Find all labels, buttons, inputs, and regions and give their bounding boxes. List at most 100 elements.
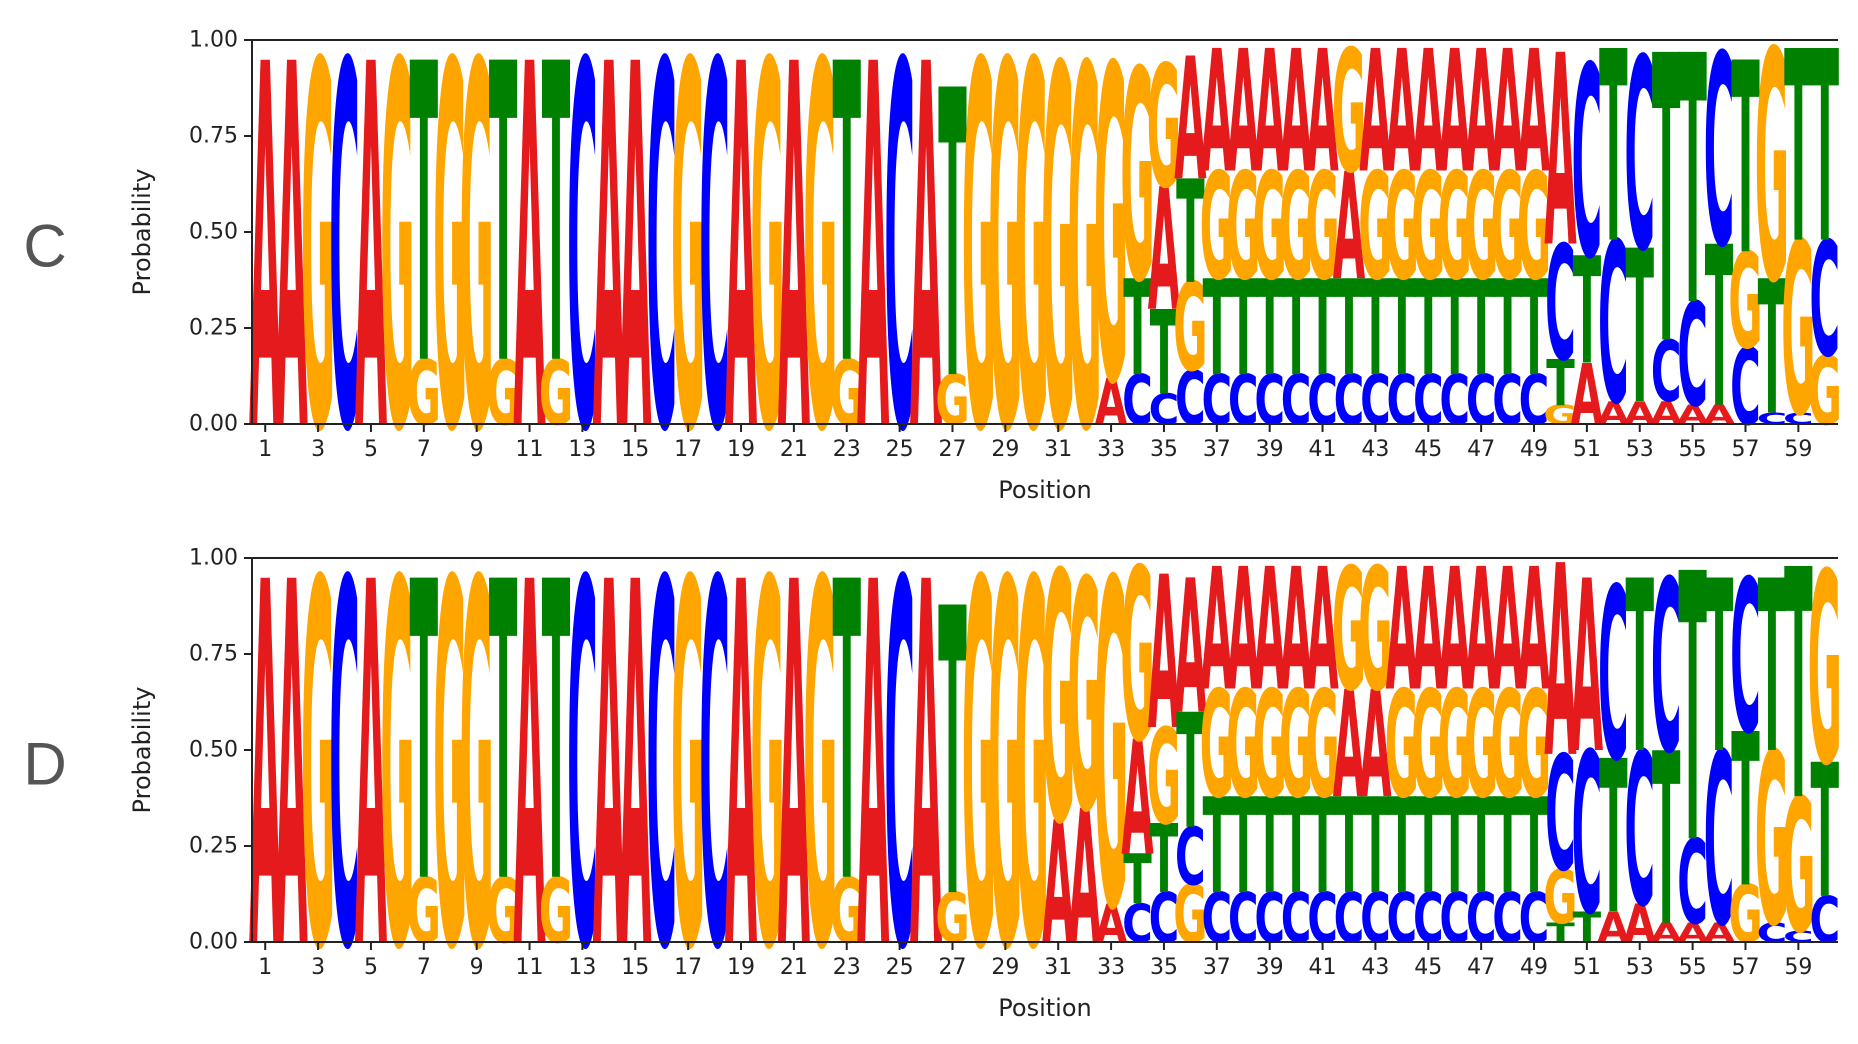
x-tick-label: 15 <box>621 955 649 980</box>
logo-letter-t: T <box>1176 150 1204 316</box>
logo-letter-t: T <box>1255 771 1284 925</box>
logo-letter-c: C <box>1598 539 1629 815</box>
logo-letter-a: A <box>1333 660 1365 831</box>
logo-letter-t: T <box>1203 253 1232 407</box>
logo-letter-a: A <box>619 0 652 542</box>
logo-letter-t: T <box>1758 243 1787 457</box>
logo-letter-c: C <box>1387 879 1418 959</box>
logo-letter-g: G <box>1253 660 1287 831</box>
logo-letter-a: A <box>910 0 943 542</box>
logo-letter-g: G <box>1226 142 1260 313</box>
logo-letter-a: A <box>355 0 388 542</box>
x-tick-label: 37 <box>1203 955 1231 980</box>
logo-letter-c: C <box>884 0 915 542</box>
y-tick-label: 1.00 <box>189 546 238 571</box>
x-tick-label: 39 <box>1256 955 1284 980</box>
logo-letter-t: T <box>1520 253 1549 407</box>
logo-letter-t: T <box>1361 771 1390 925</box>
x-tick-label: 17 <box>674 955 702 980</box>
x-tick-label: 3 <box>311 955 325 980</box>
logo-letter-a: A <box>1703 401 1735 431</box>
y-tick-label: 0.25 <box>189 834 238 859</box>
logo-letter-g: G <box>460 0 494 542</box>
logo-letter-a: A <box>1544 0 1576 306</box>
logo-letter-g: G <box>1120 9 1154 346</box>
logo-letter-g: G <box>1173 868 1207 960</box>
logo-letter-c: C <box>1624 708 1655 954</box>
logo-panel-c: C AAGCAGGTGGGTAGTCAACGCAGAGGTACAGTGGGGGAG… <box>23 0 1842 542</box>
panel-label: C <box>23 213 66 280</box>
logo-letter-c: C <box>1704 0 1735 306</box>
logo-letter-t: T <box>1361 253 1390 407</box>
logo-letter-t: T <box>1229 253 1258 407</box>
logo-letter-a: A <box>1174 22 1206 218</box>
logo-letter-g: G <box>1438 660 1472 831</box>
logo-letter-g: G <box>1173 259 1207 399</box>
logo-letter-g: G <box>380 0 414 542</box>
x-tick-label: 27 <box>938 955 966 980</box>
x-tick-label: 21 <box>780 955 808 980</box>
logo-letter-g: G <box>539 860 573 964</box>
logo-letter-a: A <box>1280 532 1312 728</box>
logo-letter-c: C <box>329 0 360 542</box>
logo-letter-t: T <box>938 10 967 468</box>
logo-letter-g: G <box>1808 518 1842 824</box>
x-tick-label: 5 <box>364 437 378 462</box>
logo-letter-a: A <box>1359 660 1391 831</box>
x-tick-label: 1 <box>258 437 272 462</box>
logo-letter-a: A <box>513 0 546 542</box>
y-tick-label: 0.50 <box>189 738 238 763</box>
y-tick-label: 0.50 <box>189 220 238 245</box>
logo-letter-a: A <box>778 0 811 542</box>
logo-letter-t: T <box>1467 253 1496 407</box>
x-tick-label: 5 <box>364 955 378 980</box>
y-tick-label: 0.00 <box>189 930 238 955</box>
logo-letter-a: A <box>1465 14 1497 210</box>
logo-letter-a: A <box>1518 14 1550 210</box>
logo-letter-g: G <box>1332 532 1366 728</box>
logo-letter-t: T <box>1811 0 1840 303</box>
x-tick-label: 11 <box>516 437 544 462</box>
logo-letter-t: T <box>1255 253 1284 407</box>
logo-letter-t: T <box>410 495 439 973</box>
logo-letter-t: T <box>1414 253 1443 407</box>
logo-letter-a: A <box>857 478 890 1044</box>
logo-letter-t: T <box>489 495 518 973</box>
x-tick-label: 35 <box>1150 955 1178 980</box>
logo-letter-t: T <box>1203 771 1232 925</box>
x-tick-label: 41 <box>1309 955 1337 980</box>
logo-letter-g: G <box>1490 660 1524 831</box>
logo-letter-a: A <box>1386 532 1418 728</box>
logo-letter-g: G <box>1728 226 1762 380</box>
logo-letter-g: G <box>1094 488 1128 1009</box>
logo-letter-a: A <box>1650 395 1683 432</box>
x-tick-label: 19 <box>727 437 755 462</box>
logo-letter-t: T <box>1705 531 1734 807</box>
logo-letter-c: C <box>1704 704 1735 980</box>
logo-letter-g: G <box>380 478 414 1044</box>
x-tick-label: 35 <box>1150 437 1178 462</box>
logo-letter-t: T <box>410 0 439 456</box>
logo-letter-c: C <box>1228 879 1259 959</box>
logo-letter-c: C <box>1281 361 1312 441</box>
logo-letter-c: C <box>699 478 730 1044</box>
logo-letter-t: T <box>1150 286 1179 422</box>
logo-letter-t: T <box>1388 253 1417 407</box>
logo-letter-g: G <box>1253 142 1287 313</box>
logo-letter-t: T <box>1626 205 1655 451</box>
x-tick-label: 29 <box>991 437 1019 462</box>
logo-letter-a: A <box>593 0 626 542</box>
logo-letter-t: T <box>1493 771 1522 925</box>
logo-panel-d: D AAGCAGGTGGGTAGTCAACGCAGAGGTACAGTGGGAGAG… <box>23 478 1842 1044</box>
logo-letter-g: G <box>1200 142 1234 313</box>
logo-letter-g: G <box>433 478 467 1044</box>
logo-letter-g: G <box>301 0 335 542</box>
logo-letter-g: G <box>1015 0 1049 542</box>
logo-letter-g: G <box>1305 142 1339 313</box>
logo-letter-t: T <box>1440 253 1469 407</box>
logo-letter-c: C <box>567 0 598 542</box>
logo-letter-c: C <box>1572 12 1603 318</box>
x-tick-label: 39 <box>1256 437 1284 462</box>
logo-letter-t: T <box>1150 805 1179 915</box>
